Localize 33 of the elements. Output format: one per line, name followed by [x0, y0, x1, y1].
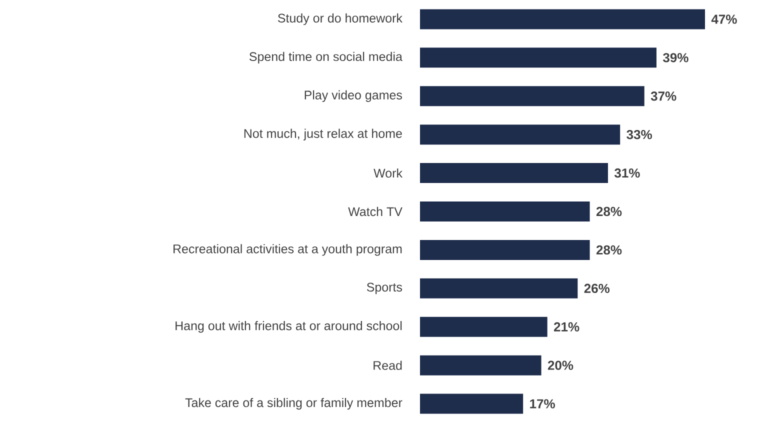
y-tick-label: Work [374, 168, 402, 178]
bar [420, 240, 590, 260]
data-label: 31% [614, 168, 640, 178]
bar [420, 278, 578, 298]
data-label: 28% [596, 245, 622, 255]
data-label: 39% [662, 53, 688, 62]
data-label: 21% [554, 322, 580, 332]
y-tick-label: Spend time on social media [249, 52, 402, 64]
bar [420, 9, 705, 30]
y-tick-label: Take care of a sibling or family member [185, 398, 402, 410]
bar [420, 86, 644, 106]
bar [420, 355, 542, 376]
bar [420, 48, 656, 68]
data-label: 28% [596, 206, 622, 216]
data-label: 37% [650, 92, 676, 101]
bar [420, 316, 548, 337]
bar [420, 202, 590, 222]
y-tick-label: Not much, just relax at home [244, 128, 402, 140]
data-label: 17% [530, 399, 555, 408]
y-tick-label: Watch TV [348, 206, 402, 216]
bar [420, 394, 524, 414]
y-tick-label: Play video games [304, 90, 402, 102]
y-tick-label: Hang out with friends at or around school [176, 321, 402, 333]
y-tick-label: Study or do homework [278, 13, 402, 26]
bar [420, 163, 608, 184]
data-label: 20% [548, 360, 574, 370]
data-label: 26% [584, 284, 610, 294]
y-tick-label: Sports [366, 282, 402, 294]
bar [420, 124, 620, 145]
y-tick-label: Read [374, 360, 402, 370]
data-label: 33% [626, 130, 652, 140]
y-tick-label: Recreational activities at a youth program [174, 244, 402, 256]
data-label: 47% [711, 14, 737, 24]
